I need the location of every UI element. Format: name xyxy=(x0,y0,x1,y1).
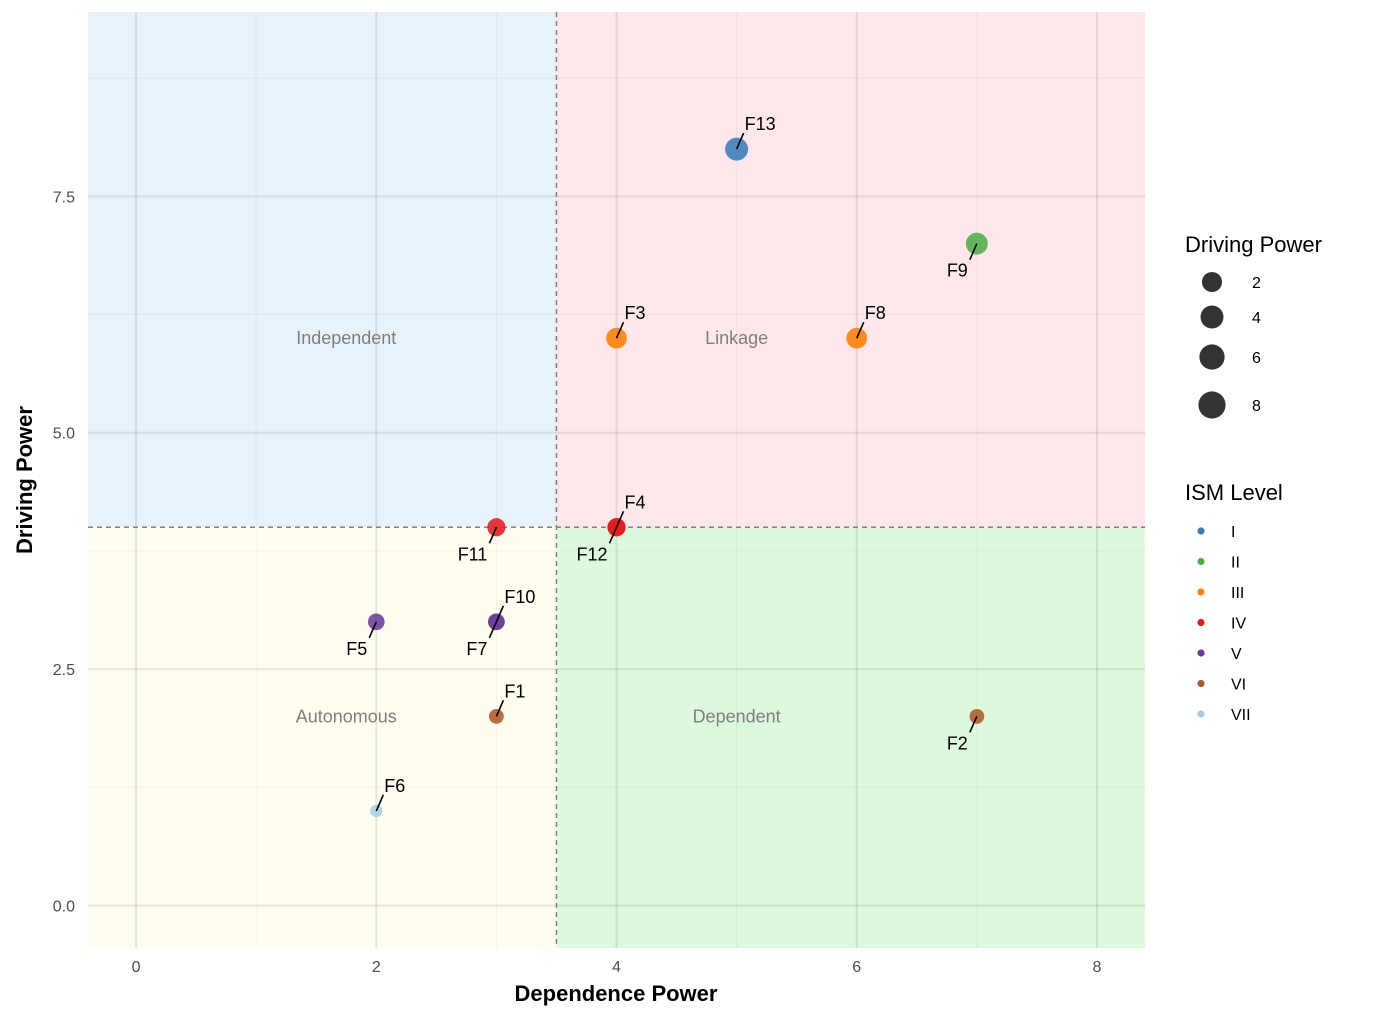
legend-color-key xyxy=(1197,527,1205,535)
point-label-f4: F4 xyxy=(625,492,646,512)
legend-size-label: 2 xyxy=(1252,275,1261,292)
region-dependent xyxy=(556,527,1145,948)
leader-line-f9 xyxy=(969,243,978,260)
x-tick-label: 8 xyxy=(1093,959,1102,976)
point-label-f5: F5 xyxy=(346,639,367,659)
y-tick-label: 5.0 xyxy=(53,426,75,443)
point-f9 xyxy=(965,232,988,255)
quadrant-regions xyxy=(88,12,1145,948)
legend-color-key xyxy=(1197,618,1205,627)
leader-line-f2 xyxy=(969,716,978,733)
y-tick-label: 0.0 xyxy=(53,898,75,915)
point-label-f7: F7 xyxy=(466,639,487,659)
legend-color-key xyxy=(1197,710,1205,718)
x-tick-label: 2 xyxy=(372,959,381,976)
leader-line-f12 xyxy=(608,526,618,544)
legend-size-key xyxy=(1198,391,1226,419)
leader-line-f13 xyxy=(735,132,745,150)
point-label-f1: F1 xyxy=(504,681,525,701)
point-label-f6: F6 xyxy=(384,776,405,796)
y-tick-label: 2.5 xyxy=(53,662,75,679)
legend-color-label: I xyxy=(1231,524,1235,541)
point-label-f11: F11 xyxy=(458,544,488,564)
legend-color-key xyxy=(1197,679,1205,688)
y-tick-label: 7.5 xyxy=(53,189,75,206)
leader-line-f6 xyxy=(375,794,385,812)
leader-line-f3 xyxy=(615,321,625,339)
region-label-linkage: Linkage xyxy=(705,328,768,348)
legend-color-key xyxy=(1197,649,1205,657)
legend-color-label: VII xyxy=(1231,707,1251,724)
region-label-autonomous: Autonomous xyxy=(296,706,397,726)
grid-lines xyxy=(88,12,1145,948)
point-f5 xyxy=(367,613,385,631)
y-axis-title: Driving Power xyxy=(12,406,37,554)
data-points xyxy=(367,137,988,818)
legend-color-label: III xyxy=(1231,585,1244,602)
legend-size-key xyxy=(1199,344,1225,370)
region-label-dependent: Dependent xyxy=(693,706,781,726)
legend-color-key xyxy=(1197,557,1205,566)
point-label-f12: F12 xyxy=(576,544,607,564)
point-labels: F1 F2 F3 F4 F5 F6 F7 F8 F9 F10 F11 F12 F13 xyxy=(346,114,968,796)
legend-color-label: V xyxy=(1231,646,1242,663)
leader-line-f11 xyxy=(488,526,498,544)
legend-color-title: ISM Level xyxy=(1185,480,1283,505)
point-label-f10: F10 xyxy=(504,587,535,607)
point-label-f2: F2 xyxy=(947,733,968,753)
point-f6 xyxy=(370,804,383,818)
y-axis-ticks: 0.0 2.5 5.0 7.5 xyxy=(53,189,75,915)
region-autonomous xyxy=(88,527,557,948)
legend-size-key xyxy=(1200,305,1224,329)
leader-line-f4 xyxy=(615,510,625,528)
legend-color-label: VI xyxy=(1231,677,1246,694)
x-axis-ticks: 0 2 4 6 8 xyxy=(132,959,1102,976)
legend-color-key xyxy=(1197,588,1205,596)
leader-line-f5 xyxy=(368,621,378,639)
legend-size-title: Driving Power xyxy=(1185,232,1322,257)
region-independent xyxy=(88,12,557,528)
leader-line-f1 xyxy=(495,700,505,717)
point-label-f8: F8 xyxy=(865,303,886,323)
legend-color-label: IV xyxy=(1231,616,1246,633)
legend-size-label: 6 xyxy=(1252,350,1261,367)
leader-line-f7 xyxy=(488,621,498,639)
region-linkage xyxy=(556,12,1145,528)
region-label-independent: Independent xyxy=(296,328,396,348)
threshold-lines xyxy=(88,12,1145,948)
point-label-f3: F3 xyxy=(625,303,646,323)
legend-size-label: 8 xyxy=(1252,398,1261,415)
leader-line-f10 xyxy=(495,605,505,623)
point-label-f13: F13 xyxy=(745,114,776,134)
legend-color-label: II xyxy=(1231,555,1240,572)
x-axis-title: Dependence Power xyxy=(515,981,718,1006)
legend-size-key xyxy=(1201,271,1223,293)
x-tick-label: 6 xyxy=(852,959,861,976)
label-leader-lines xyxy=(368,132,978,812)
x-tick-label: 4 xyxy=(612,959,621,976)
legend-driving-power: Driving Power 2 4 6 8 xyxy=(1185,232,1322,419)
region-labels: Independent Linkage Autonomous Dependent xyxy=(296,328,781,726)
point-label-f9: F9 xyxy=(947,261,968,281)
x-tick-label: 0 xyxy=(132,959,141,976)
legend-size-label: 4 xyxy=(1252,310,1261,327)
leader-line-f8 xyxy=(855,321,865,339)
